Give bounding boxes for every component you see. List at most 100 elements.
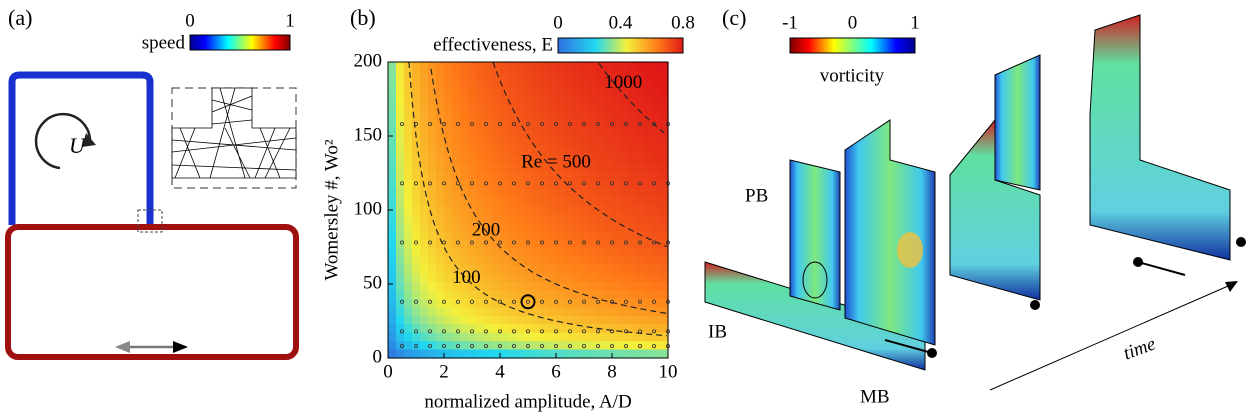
heatmap-cell <box>564 171 573 181</box>
sample-point <box>441 299 446 304</box>
heatmap-cell <box>508 70 517 80</box>
heatmap-cell <box>516 171 525 181</box>
heatmap-cell <box>428 129 437 139</box>
heatmap-cell <box>396 264 405 275</box>
heatmap-cell <box>652 104 661 114</box>
heatmap-cell <box>516 62 525 72</box>
heatmap-cell <box>444 188 453 198</box>
heatmap-cell <box>508 264 517 275</box>
heatmap-cell <box>660 231 669 241</box>
colorbar-title: effectiveness, E <box>433 34 553 55</box>
heatmap-cell <box>420 248 429 258</box>
heatmap-cell <box>652 281 661 291</box>
heatmap-cell <box>604 188 613 198</box>
heatmap-cell <box>484 349 493 359</box>
heatmap-cell <box>412 205 421 215</box>
sample-point <box>399 181 404 186</box>
heatmap-cell <box>596 70 605 80</box>
heatmap-cell <box>548 104 557 114</box>
heatmap-cell <box>580 205 589 215</box>
heatmap-cell <box>532 239 541 249</box>
heatmap-cell <box>636 171 645 181</box>
heatmap-cell <box>484 315 493 325</box>
heatmap-cell <box>484 248 493 258</box>
heatmap-cell <box>404 129 413 139</box>
heatmap-cell <box>476 95 485 105</box>
heatmap-cell <box>420 315 429 325</box>
heatmap-cell <box>636 332 645 342</box>
heatmap-cell <box>588 248 597 258</box>
heatmap-cell <box>492 104 501 114</box>
heatmap-cell <box>396 146 405 156</box>
heatmap-cell <box>660 239 669 249</box>
heatmap-cell <box>524 62 533 72</box>
heatmap-cell <box>540 171 549 181</box>
heatmap-cell <box>532 214 541 224</box>
heatmap-cell <box>548 87 557 97</box>
heatmap-cell <box>428 87 437 97</box>
heatmap-cell <box>612 112 621 122</box>
sample-point <box>554 122 559 127</box>
heatmap-cell <box>660 298 669 308</box>
heatmap-cell <box>652 180 661 190</box>
heatmap-cell <box>588 70 597 80</box>
heatmap-cell <box>420 129 429 139</box>
heatmap-cell <box>596 332 605 342</box>
heatmap-cell <box>508 95 517 105</box>
heatmap-cell <box>388 341 397 351</box>
heatmap-cell <box>412 78 421 88</box>
heatmap-cell <box>420 332 429 342</box>
heatmap-cell <box>620 315 629 325</box>
sample-point <box>427 240 432 245</box>
heatmap-cell <box>492 78 501 88</box>
heatmap-cell <box>556 273 565 283</box>
heatmap-cell <box>660 315 669 325</box>
arrowhead <box>173 341 188 353</box>
heatmap-cell <box>396 307 405 317</box>
heatmap-cell <box>564 121 573 131</box>
sample-point <box>568 299 573 304</box>
heatmap-cell <box>468 87 477 97</box>
heatmap-cell <box>436 315 445 325</box>
heatmap-cell <box>556 332 565 342</box>
heatmap-cell <box>604 95 613 105</box>
heatmap-cell <box>476 315 485 325</box>
heatmap-cell <box>540 256 549 266</box>
heatmap-cell <box>404 104 413 114</box>
sample-point <box>497 344 502 349</box>
heatmap-cell <box>620 231 629 241</box>
heatmap-cell <box>596 273 605 283</box>
heatmap-cell <box>404 298 413 308</box>
heatmap-cell <box>460 214 469 224</box>
slice <box>789 159 841 311</box>
heatmap-cell <box>484 324 493 334</box>
heatmap-cell <box>492 163 501 173</box>
heatmap-cell <box>532 163 541 173</box>
heatmap-cell <box>436 78 445 88</box>
heatmap-cell <box>644 180 653 190</box>
heatmap-cell <box>660 332 669 342</box>
heatmap-cell <box>428 155 437 165</box>
heatmap-cell <box>604 290 613 300</box>
heatmap-cell <box>644 121 653 131</box>
heatmap-cell <box>404 163 413 173</box>
heatmap-cell <box>628 163 637 173</box>
heatmap-cell <box>548 197 557 207</box>
heatmap-cell <box>532 222 541 232</box>
sample-point <box>526 344 531 349</box>
heatmap-cell <box>508 112 517 122</box>
colorbar <box>789 37 916 54</box>
heatmap-cell <box>428 290 437 300</box>
heatmap-cell <box>556 281 565 291</box>
heatmap-cell <box>612 231 621 241</box>
heatmap-cell <box>604 214 613 224</box>
heatmap-cell <box>468 332 477 342</box>
panel-label: (c) <box>722 5 746 30</box>
heatmap-cell <box>500 62 509 72</box>
heatmap-cell <box>572 138 581 148</box>
heatmap-cell <box>636 281 645 291</box>
heatmap-cell <box>588 315 597 325</box>
heatmap-cell <box>396 104 405 114</box>
heatmap-cell <box>644 138 653 148</box>
heatmap-cell <box>652 273 661 283</box>
